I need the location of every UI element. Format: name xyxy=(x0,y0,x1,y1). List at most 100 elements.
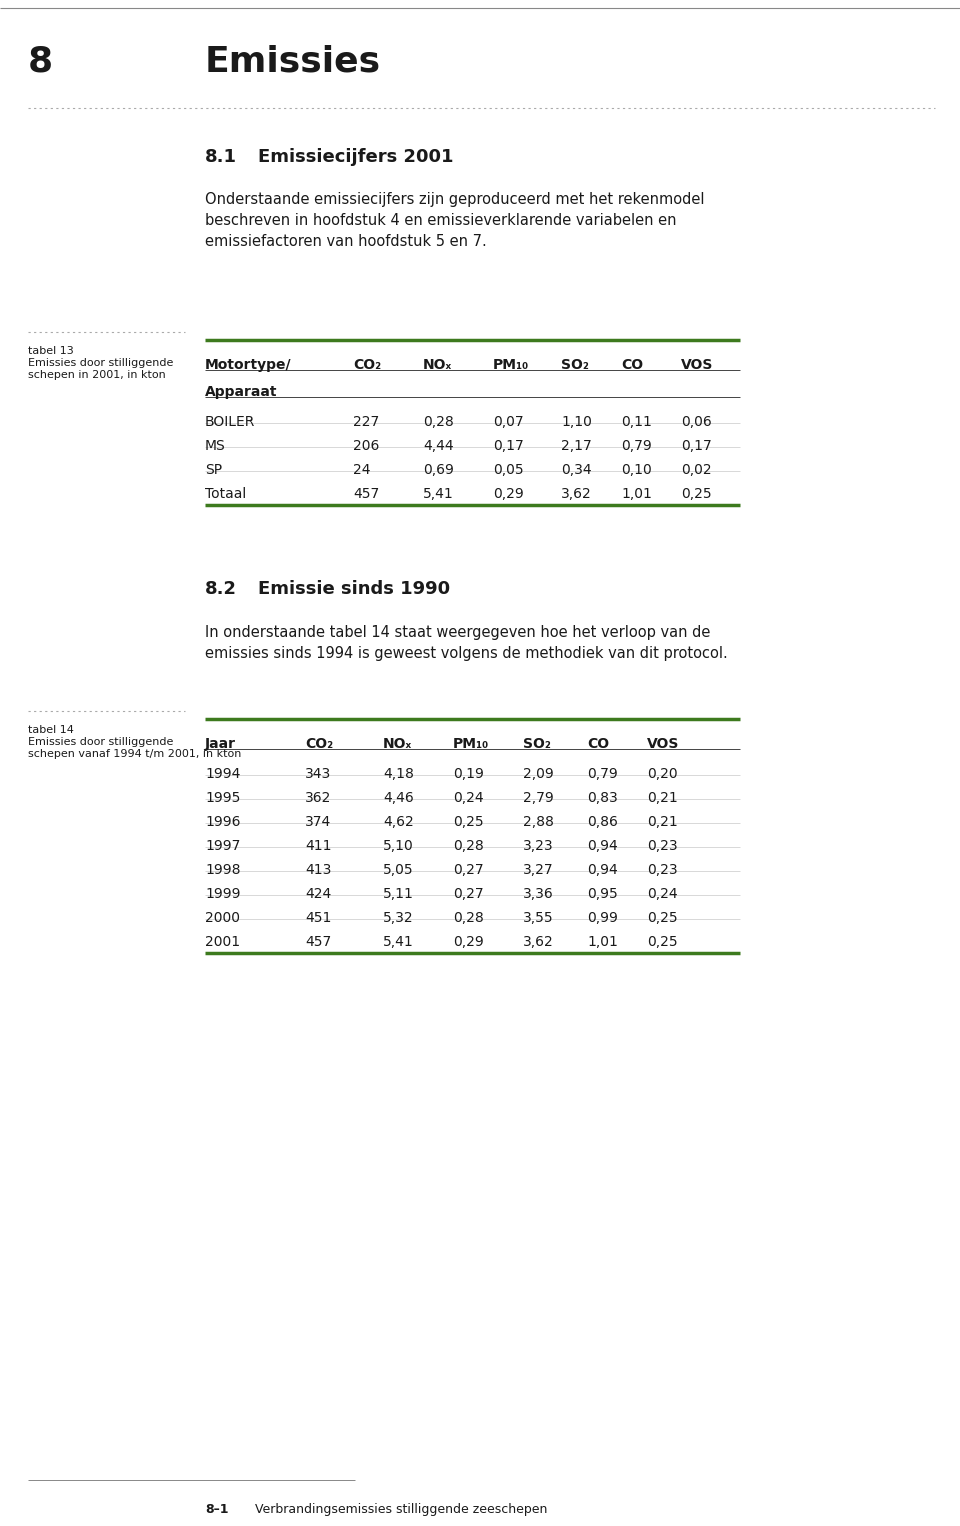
Text: 0,21: 0,21 xyxy=(647,815,678,829)
Text: 4,18: 4,18 xyxy=(383,768,414,781)
Text: 0,17: 0,17 xyxy=(493,439,524,453)
Text: 1999: 1999 xyxy=(205,887,241,900)
Text: NOₓ: NOₓ xyxy=(383,737,412,751)
Text: SP: SP xyxy=(205,462,222,478)
Text: 3,23: 3,23 xyxy=(523,839,554,853)
Text: 5,32: 5,32 xyxy=(383,911,414,925)
Text: PM₁₀: PM₁₀ xyxy=(493,359,529,372)
Text: 0,25: 0,25 xyxy=(647,935,678,949)
Text: 5,05: 5,05 xyxy=(383,864,414,877)
Text: PM₁₀: PM₁₀ xyxy=(453,737,490,751)
Text: 0,24: 0,24 xyxy=(453,790,484,806)
Text: Emissie sinds 1990: Emissie sinds 1990 xyxy=(258,580,450,598)
Text: 374: 374 xyxy=(305,815,331,829)
Text: VOS: VOS xyxy=(647,737,680,751)
Text: 0,99: 0,99 xyxy=(587,911,618,925)
Text: emissiefactoren van hoofdstuk 5 en 7.: emissiefactoren van hoofdstuk 5 en 7. xyxy=(205,233,487,249)
Text: MS: MS xyxy=(205,439,226,453)
Text: 0,20: 0,20 xyxy=(647,768,678,781)
Text: 0,27: 0,27 xyxy=(453,887,484,900)
Text: 3,27: 3,27 xyxy=(523,864,554,877)
Text: 0,29: 0,29 xyxy=(453,935,484,949)
Text: 0,05: 0,05 xyxy=(493,462,523,478)
Text: 2,17: 2,17 xyxy=(561,439,591,453)
Text: 0,94: 0,94 xyxy=(587,839,617,853)
Text: 8–1: 8–1 xyxy=(205,1503,228,1515)
Text: 1994: 1994 xyxy=(205,768,240,781)
Text: schepen vanaf 1994 t/m 2001, in kton: schepen vanaf 1994 t/m 2001, in kton xyxy=(28,749,241,758)
Text: 0,79: 0,79 xyxy=(621,439,652,453)
Text: 0,10: 0,10 xyxy=(621,462,652,478)
Text: 457: 457 xyxy=(305,935,331,949)
Text: 0,07: 0,07 xyxy=(493,415,523,429)
Text: 0,95: 0,95 xyxy=(587,887,617,900)
Text: Totaal: Totaal xyxy=(205,487,247,501)
Text: tabel 13: tabel 13 xyxy=(28,346,74,356)
Text: CO: CO xyxy=(621,359,643,372)
Text: 0,25: 0,25 xyxy=(647,911,678,925)
Text: Motortype/: Motortype/ xyxy=(205,359,292,372)
Text: 424: 424 xyxy=(305,887,331,900)
Text: 2001: 2001 xyxy=(205,935,240,949)
Text: 0,29: 0,29 xyxy=(493,487,524,501)
Text: 8: 8 xyxy=(28,44,53,79)
Text: CO₂: CO₂ xyxy=(353,359,381,372)
Text: 3,36: 3,36 xyxy=(523,887,554,900)
Text: 3,55: 3,55 xyxy=(523,911,554,925)
Text: 2,09: 2,09 xyxy=(523,768,554,781)
Text: 0,28: 0,28 xyxy=(453,839,484,853)
Text: 1995: 1995 xyxy=(205,790,240,806)
Text: 4,46: 4,46 xyxy=(383,790,414,806)
Text: 0,17: 0,17 xyxy=(681,439,711,453)
Text: 8.2: 8.2 xyxy=(205,580,237,598)
Text: Emissies door stilliggende: Emissies door stilliggende xyxy=(28,737,174,748)
Text: 1998: 1998 xyxy=(205,864,241,877)
Text: 362: 362 xyxy=(305,790,331,806)
Text: 0,69: 0,69 xyxy=(423,462,454,478)
Text: BOILER: BOILER xyxy=(205,415,255,429)
Text: 0,83: 0,83 xyxy=(587,790,617,806)
Text: Onderstaande emissiecijfers zijn geproduceerd met het rekenmodel: Onderstaande emissiecijfers zijn geprodu… xyxy=(205,192,705,208)
Text: 451: 451 xyxy=(305,911,331,925)
Text: 0,34: 0,34 xyxy=(561,462,591,478)
Text: schepen in 2001, in kton: schepen in 2001, in kton xyxy=(28,369,166,380)
Text: 0,25: 0,25 xyxy=(453,815,484,829)
Text: 0,11: 0,11 xyxy=(621,415,652,429)
Text: SO₂: SO₂ xyxy=(523,737,551,751)
Text: SO₂: SO₂ xyxy=(561,359,588,372)
Text: 3,62: 3,62 xyxy=(561,487,591,501)
Text: Jaar: Jaar xyxy=(205,737,236,751)
Text: CO: CO xyxy=(587,737,610,751)
Text: tabel 14: tabel 14 xyxy=(28,725,74,736)
Text: 1997: 1997 xyxy=(205,839,240,853)
Text: beschreven in hoofdstuk 4 en emissieverklarende variabelen en: beschreven in hoofdstuk 4 en emissieverk… xyxy=(205,214,677,227)
Text: Emissies door stilliggende: Emissies door stilliggende xyxy=(28,359,174,368)
Text: 4,44: 4,44 xyxy=(423,439,454,453)
Text: 1996: 1996 xyxy=(205,815,241,829)
Text: 5,41: 5,41 xyxy=(383,935,414,949)
Text: 206: 206 xyxy=(353,439,379,453)
Text: Emissies: Emissies xyxy=(205,44,381,79)
Text: 413: 413 xyxy=(305,864,331,877)
Text: 24: 24 xyxy=(353,462,371,478)
Text: emissies sinds 1994 is geweest volgens de methodiek van dit protocol.: emissies sinds 1994 is geweest volgens d… xyxy=(205,645,728,661)
Text: VOS: VOS xyxy=(681,359,713,372)
Text: 0,94: 0,94 xyxy=(587,864,617,877)
Text: 0,28: 0,28 xyxy=(423,415,454,429)
Text: 1,01: 1,01 xyxy=(587,935,618,949)
Text: 0,23: 0,23 xyxy=(647,864,678,877)
Text: 457: 457 xyxy=(353,487,379,501)
Text: 0,86: 0,86 xyxy=(587,815,618,829)
Text: 0,21: 0,21 xyxy=(647,790,678,806)
Text: 5,41: 5,41 xyxy=(423,487,454,501)
Text: 0,24: 0,24 xyxy=(647,887,678,900)
Text: 2000: 2000 xyxy=(205,911,240,925)
Text: 1,01: 1,01 xyxy=(621,487,652,501)
Text: Verbrandingsemissies stilliggende zeeschepen: Verbrandingsemissies stilliggende zeesch… xyxy=(255,1503,547,1515)
Text: 5,10: 5,10 xyxy=(383,839,414,853)
Text: 5,11: 5,11 xyxy=(383,887,414,900)
Text: 0,19: 0,19 xyxy=(453,768,484,781)
Text: 2,79: 2,79 xyxy=(523,790,554,806)
Text: 3,62: 3,62 xyxy=(523,935,554,949)
Text: 4,62: 4,62 xyxy=(383,815,414,829)
